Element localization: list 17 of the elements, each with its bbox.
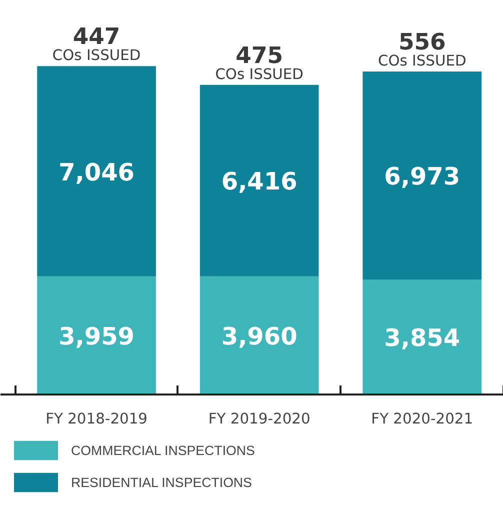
bar — [362, 280, 482, 394]
data-label: 3,959 — [58, 322, 135, 350]
legend-label: RESIDENTIAL INSPECTIONS — [71, 474, 252, 490]
bar — [200, 276, 319, 394]
data-label: 6,973 — [384, 162, 460, 190]
bar — [362, 71, 482, 280]
legend-label: COMMERCIAL INSPECTIONS — [71, 442, 255, 458]
x-tick-label: FY 2020-2021 — [371, 410, 474, 428]
data-label: 3,854 — [384, 324, 460, 352]
x-tick-label: FY 2018-2019 — [46, 410, 148, 428]
data-label: 3,960 — [221, 322, 298, 350]
data-label: 6,416 — [221, 168, 298, 196]
bar — [200, 84, 319, 276]
data-label: 7,046 — [58, 158, 135, 186]
bar — [37, 66, 156, 276]
bar — [37, 276, 156, 394]
x-tick-label: FY 2019-2020 — [208, 410, 310, 428]
